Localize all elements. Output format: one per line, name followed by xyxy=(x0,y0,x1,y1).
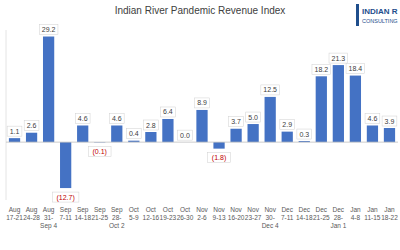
data-label: 0.0 xyxy=(180,132,190,139)
data-label-box xyxy=(39,25,58,35)
x-tick-label: Jan18-22 xyxy=(381,206,398,221)
data-label: 6.4 xyxy=(163,108,173,115)
bar xyxy=(265,97,276,142)
data-label-box xyxy=(161,107,176,117)
x-tick-label: Nov23-27 xyxy=(245,206,262,221)
x-tick-label: Aug31-Sep 4 xyxy=(40,206,57,230)
data-label-box xyxy=(126,129,141,139)
x-tick-label: Nov9-13 xyxy=(213,206,226,221)
x-tick-label: Oct26-30 xyxy=(177,206,194,221)
data-label: (0.1) xyxy=(93,148,107,156)
x-tick-label: Sep21-25 xyxy=(91,206,108,221)
x-tick-labels: Aug17-21Aug24-28Aug31-Sep 4Sep7-11Sep14-… xyxy=(6,206,398,230)
data-label: 18.2 xyxy=(314,66,328,73)
data-label: 1.1 xyxy=(10,128,20,135)
bar xyxy=(145,132,156,142)
data-label-box xyxy=(208,153,231,163)
data-label: 2.6 xyxy=(27,122,37,129)
data-label-box xyxy=(261,85,280,95)
data-label: (12.7) xyxy=(57,194,75,202)
data-label: 0.4 xyxy=(129,130,139,137)
bar xyxy=(111,125,122,142)
bar xyxy=(26,133,37,142)
x-tick-label: Dec7-11 xyxy=(281,206,294,221)
x-tick-label: Sep7-11 xyxy=(59,206,72,221)
title: Indian River Pandemic Revenue Index xyxy=(115,5,286,16)
bar xyxy=(162,119,173,142)
data-label: 3.9 xyxy=(385,118,395,125)
bars xyxy=(9,37,395,189)
x-tick-label: Sep14-18 xyxy=(74,206,91,221)
x-tick-label: Jan11-15 xyxy=(364,206,381,221)
bar xyxy=(196,110,207,142)
data-label: 0.3 xyxy=(299,131,309,138)
x-tick-label: Dec21-25 xyxy=(313,206,330,221)
x-tick-label: Nov2-6 xyxy=(196,206,208,221)
data-label-box xyxy=(229,117,244,127)
data-label: 2.8 xyxy=(146,122,156,129)
data-label-box xyxy=(329,53,348,63)
data-label-box xyxy=(24,121,39,131)
x-tick-label: Dec28-Jan 1 xyxy=(330,206,346,229)
data-label-box xyxy=(178,130,193,140)
bar xyxy=(333,65,344,142)
x-tick-label: Nov30-Dec 4 xyxy=(262,206,279,229)
bar xyxy=(43,37,54,143)
data-label-box xyxy=(297,129,312,139)
data-label-box xyxy=(52,192,79,202)
data-label: 8.9 xyxy=(197,99,207,106)
bar xyxy=(350,76,361,143)
data-label: 21.3 xyxy=(332,55,346,62)
data-label-box xyxy=(382,116,397,126)
data-label: 4.6 xyxy=(78,115,88,122)
data-label-box xyxy=(195,98,210,108)
logo-bar xyxy=(356,4,359,26)
chart: Indian River Pandemic Revenue Index INDIA… xyxy=(0,0,400,250)
bar xyxy=(9,138,20,142)
data-label: 4.6 xyxy=(368,115,378,122)
x-tick-label: Dec14-18 xyxy=(296,206,313,221)
y-axis-line xyxy=(6,30,7,200)
x-tick-label: Oct5-9 xyxy=(129,206,139,221)
data-label: (1.8) xyxy=(212,154,226,162)
logo-text: CONSULTING xyxy=(362,18,398,24)
data-label-box xyxy=(346,64,365,74)
data-label: 3.7 xyxy=(231,118,241,125)
logo: INDIAN R CONSULTING xyxy=(356,4,398,26)
bar xyxy=(248,124,259,142)
x-tick-label: Jan4-8 xyxy=(350,206,361,221)
bar xyxy=(367,125,378,142)
x-tick-label: Aug17-21 xyxy=(6,206,23,221)
data-label: 18.4 xyxy=(349,65,363,72)
data-label-box xyxy=(88,146,111,156)
bar xyxy=(384,128,395,142)
data-label: 5.0 xyxy=(248,114,258,121)
data-label-box xyxy=(365,113,380,123)
x-tick-label: Oct19-23 xyxy=(160,206,177,221)
baseline xyxy=(6,142,398,143)
bar xyxy=(213,142,224,149)
x-tick-label: Aug24-28 xyxy=(23,206,40,221)
data-label-box xyxy=(7,126,22,136)
bar xyxy=(77,125,88,142)
data-label: 2.9 xyxy=(282,121,292,128)
data-label-box xyxy=(246,112,261,122)
data-label-box xyxy=(109,113,124,123)
data-label-box xyxy=(280,120,295,130)
x-tick-label: Oct12-16 xyxy=(143,206,160,221)
x-tick-label: Nov16-20 xyxy=(228,206,245,221)
bar xyxy=(282,132,293,142)
data-label-box xyxy=(312,64,331,74)
data-labels: 1.1 2.6 29.2 (12.7) 4.6 (0.1) 4.6 0.4 2.8 6.4 0.0 8… xyxy=(7,25,397,203)
x-tick-label: Sep28-Oct 2 xyxy=(109,206,125,229)
data-label-box xyxy=(75,113,90,123)
data-label: 12.5 xyxy=(263,86,277,93)
bar xyxy=(60,142,71,188)
logo-text: INDIAN R xyxy=(362,7,398,16)
bar xyxy=(316,76,327,142)
data-label-box xyxy=(143,120,158,130)
data-label: 4.6 xyxy=(112,115,122,122)
data-label: 29.2 xyxy=(42,26,56,33)
bar xyxy=(230,129,241,142)
